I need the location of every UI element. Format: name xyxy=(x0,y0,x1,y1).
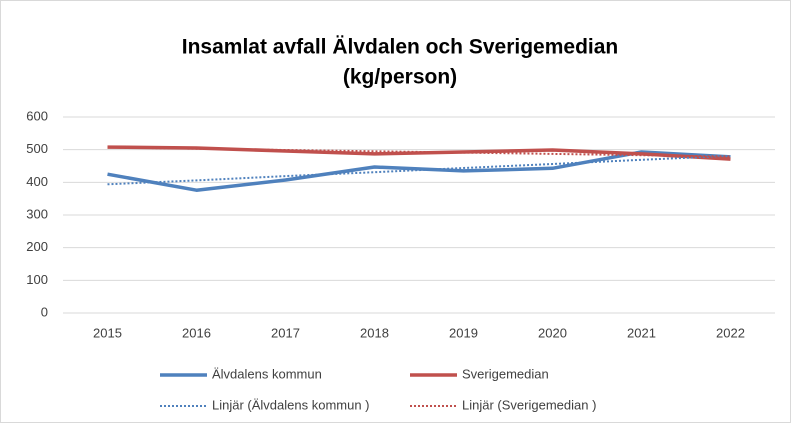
x-tick-label: 2020 xyxy=(538,325,567,340)
y-tick-label: 200 xyxy=(26,239,48,254)
y-tick-label: 300 xyxy=(26,206,48,221)
chart-subtitle: (kg/person) xyxy=(343,66,457,89)
legend-label: Sverigemedian xyxy=(462,366,549,381)
x-tick-label: 2018 xyxy=(360,325,389,340)
legend-label: Älvdalens kommun xyxy=(212,366,322,381)
x-tick-label: 2016 xyxy=(182,325,211,340)
x-tick-label: 2021 xyxy=(627,325,656,340)
series-line xyxy=(107,145,731,161)
y-tick-label: 100 xyxy=(26,272,48,287)
y-tick-label: 600 xyxy=(26,108,48,123)
x-tick-label: 2015 xyxy=(93,325,122,340)
y-tick-label: 500 xyxy=(26,141,48,156)
y-tick-label: 400 xyxy=(26,174,48,189)
x-tick-label: 2019 xyxy=(449,325,478,340)
y-tick-label: 0 xyxy=(41,304,48,319)
chart-title: Insamlat avfall Älvdalen och Sverigemedi… xyxy=(182,36,619,59)
legend-label: Linjär (Älvdalens kommun ) xyxy=(212,397,370,412)
x-tick-label: 2022 xyxy=(716,325,745,340)
legend-label: Linjär (Sverigemedian ) xyxy=(462,397,596,412)
x-tick-label: 2017 xyxy=(271,325,300,340)
